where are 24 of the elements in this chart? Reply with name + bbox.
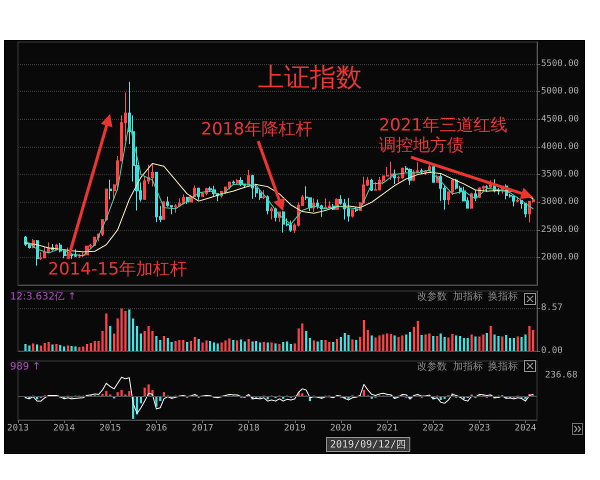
x-tick-label: 2023 [468, 424, 490, 434]
y-tick-label: 8.57 [541, 303, 563, 314]
x-tick-label: 2014 [53, 424, 75, 434]
text: 2019/09/12/四 [330, 440, 406, 450]
annotation: 加指标 [453, 290, 483, 302]
x-tick-label: 2019 [284, 424, 306, 434]
x-tick-label: 2016 [145, 424, 168, 434]
text: 989 ↑ [10, 362, 41, 372]
annotation: 改参数 [417, 290, 447, 302]
text: 改参数 [417, 360, 447, 372]
x-tick-label: 2020 [330, 424, 352, 434]
x-tick-label: 2015 [99, 424, 122, 434]
annotation: 换指标 [488, 290, 518, 302]
text: 加指标 [453, 360, 483, 372]
x-tick-label: 2013 [7, 424, 29, 434]
text: 换指标 [488, 360, 518, 372]
annotation: 12:3.632亿 ↑ [10, 292, 76, 302]
y-tick-label: 0.00 [541, 346, 563, 356]
x-tick-label: 2021 [376, 424, 398, 434]
x-tick-label: 2022 [422, 424, 444, 434]
x-tick-label: 2024 [514, 424, 536, 434]
text: 236.68 [545, 370, 578, 380]
x-tick-label: 2017 [192, 424, 214, 434]
x-tick-label: 2018 [238, 424, 260, 434]
